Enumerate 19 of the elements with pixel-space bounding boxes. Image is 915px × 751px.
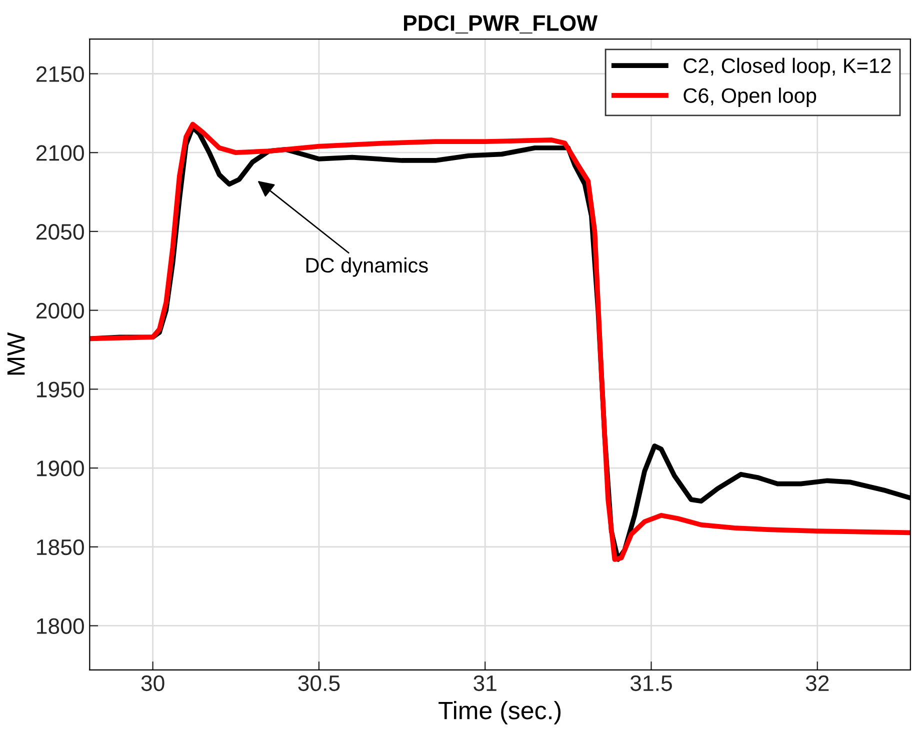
y-tick-label: 1900 xyxy=(37,460,84,476)
y-tick-label: 2050 xyxy=(36,224,84,240)
x-tick-label: 31 xyxy=(474,675,496,692)
y-tick-label: 2000 xyxy=(36,302,84,319)
x-tick-label: 31.5 xyxy=(630,675,672,692)
y-tick-label: 2100 xyxy=(36,145,84,161)
x-tick-label: 30 xyxy=(141,675,164,692)
y-tick-label: 2150 xyxy=(36,66,84,82)
x-tick-label: 32 xyxy=(806,675,829,692)
y-tick-label: 1850 xyxy=(37,539,84,556)
annotation: DC dynamics xyxy=(306,257,428,277)
y-tick-label: 1800 xyxy=(37,618,84,634)
x-axis-title: Time (sec.) xyxy=(438,701,561,724)
legend-label: C6, Open loop xyxy=(684,88,816,108)
x-tick-label: 30.5 xyxy=(298,675,340,692)
legend-label: C2, Closed loop, K=12 xyxy=(684,58,891,78)
chart-title: PDCI_PWR_FLOW xyxy=(404,15,598,34)
y-tick-label: 1950 xyxy=(37,382,84,398)
y-axis-title: MW xyxy=(7,332,25,375)
